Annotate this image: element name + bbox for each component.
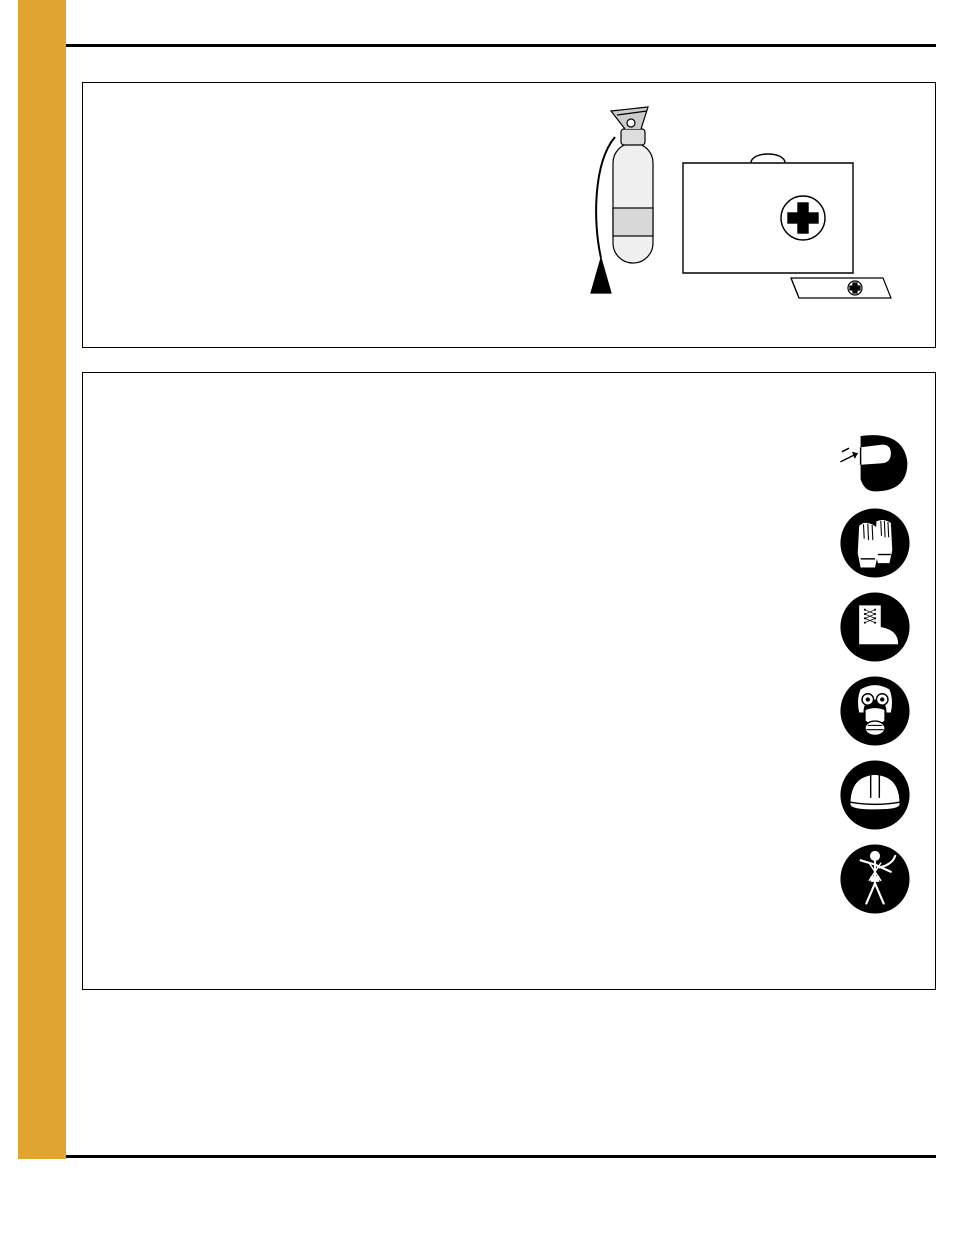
respirator-icon [839, 675, 911, 747]
ppe-icon-column [835, 423, 915, 915]
foot-protection-icon [839, 591, 911, 663]
body-harness-icon [839, 843, 911, 915]
eye-protection-icon [839, 423, 911, 495]
first-aid-kit-large-icon [683, 154, 853, 273]
first-aid-kit-small-icon [791, 278, 891, 298]
emergency-equipment-box [82, 82, 936, 348]
bottom-horizontal-rule [66, 1155, 936, 1158]
ppe-box [82, 372, 936, 990]
emergency-equipment-illustration [553, 93, 893, 323]
fire-extinguisher-icon [591, 107, 653, 293]
top-horizontal-rule [66, 44, 936, 47]
hand-protection-icon [839, 507, 911, 579]
hard-hat-icon [839, 759, 911, 831]
left-sidebar [18, 0, 66, 1159]
